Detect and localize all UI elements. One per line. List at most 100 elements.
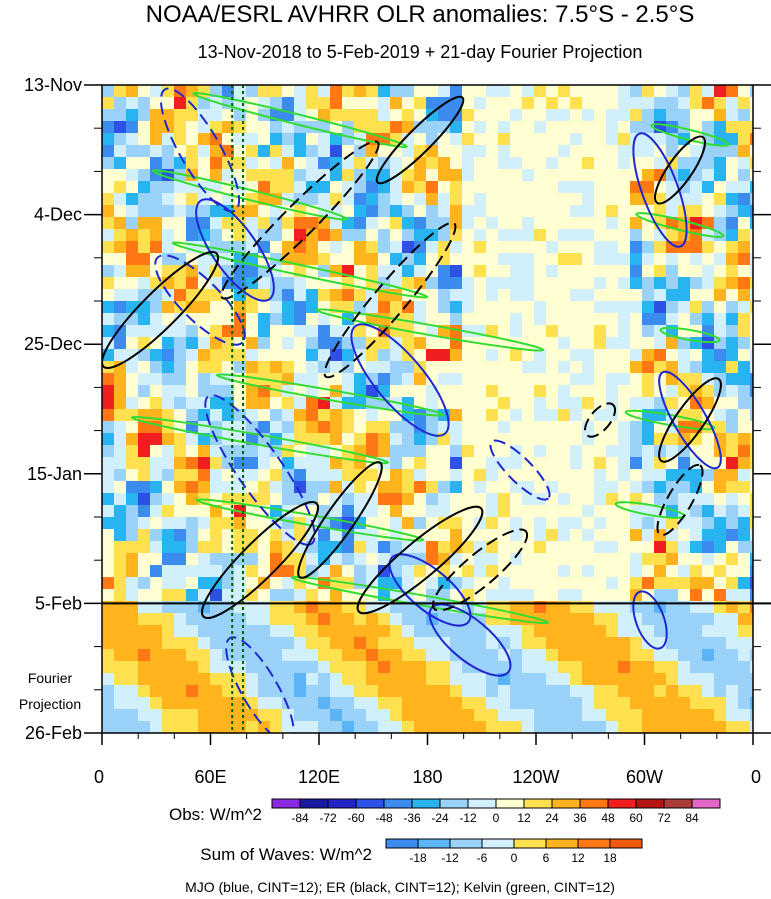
field-cell [678, 481, 691, 494]
field-cell [678, 685, 691, 698]
field-cell [462, 109, 475, 122]
field-cell [102, 505, 115, 518]
field-cell [582, 85, 595, 98]
kelvin-contour [192, 91, 408, 149]
field-cell [366, 265, 379, 278]
field-cell [750, 289, 753, 302]
field-cell [198, 709, 211, 722]
field-cell [246, 637, 259, 650]
field-cell [354, 481, 367, 494]
field-cell [606, 565, 619, 578]
field-cell [486, 565, 499, 578]
field-cell [750, 277, 753, 290]
field-cell [582, 109, 595, 122]
field-cell [426, 529, 439, 542]
field-cell [498, 205, 511, 218]
field-cell [330, 529, 343, 542]
field-cell [642, 481, 655, 494]
field-cell [726, 445, 739, 458]
field-cell [318, 553, 331, 566]
field-cell [102, 421, 115, 434]
field-cell [438, 541, 451, 554]
field-cell [402, 649, 415, 662]
field-cell [414, 265, 427, 278]
field-cell [678, 661, 691, 674]
field-cell [318, 373, 331, 386]
field-cell [678, 385, 691, 398]
field-cell [570, 505, 583, 518]
field-cell [570, 697, 583, 710]
field-cell [522, 85, 535, 98]
field-cell [654, 409, 667, 422]
field-cell [246, 721, 259, 733]
field-cell [210, 625, 223, 638]
field-cell [330, 709, 343, 722]
field-cell [186, 565, 199, 578]
field-cell [498, 265, 511, 278]
field-cell [318, 565, 331, 578]
colorbar-level-label: 36 [573, 811, 587, 825]
field-cell [690, 313, 703, 326]
field-cell [738, 97, 751, 110]
field-cell [126, 109, 139, 122]
field-cell [666, 685, 679, 698]
field-cell [318, 229, 331, 242]
field-cell [534, 541, 547, 554]
field-cell [510, 385, 523, 398]
field-cell [486, 397, 499, 410]
field-cell [702, 277, 715, 290]
field-cell [726, 397, 739, 410]
field-cell [714, 361, 727, 374]
field-cell [630, 661, 643, 674]
field-cell [534, 385, 547, 398]
field-cell [522, 541, 535, 554]
field-cell [162, 361, 175, 374]
field-cell [222, 553, 235, 566]
field-cell [450, 265, 463, 278]
field-cell [738, 517, 751, 530]
er-contour [658, 377, 722, 463]
field-cell [714, 589, 727, 602]
field-cell [570, 457, 583, 470]
field-cell [594, 529, 607, 542]
field-cell [594, 193, 607, 206]
field-cell [738, 301, 751, 314]
field-cell [750, 457, 753, 470]
colorbar-swatch [411, 798, 441, 809]
field-cell [450, 349, 463, 362]
field-cell [390, 649, 403, 662]
field-cell [138, 301, 151, 314]
field-cell [366, 349, 379, 362]
field-cell [282, 133, 295, 146]
field-cell [642, 445, 655, 458]
field-cell [354, 289, 367, 302]
field-cell [498, 397, 511, 410]
field-cell [414, 241, 427, 254]
field-cell [234, 145, 247, 158]
field-cell [150, 685, 163, 698]
field-cell [210, 397, 223, 410]
field-cell [402, 505, 415, 518]
field-cell [714, 205, 727, 218]
field-cell [174, 325, 187, 338]
field-cell [510, 205, 523, 218]
field-cell [186, 709, 199, 722]
field-cell [102, 229, 115, 242]
field-cell [342, 685, 355, 698]
field-cell [522, 361, 535, 374]
field-cell [102, 529, 115, 542]
field-cell [186, 121, 199, 134]
field-cell [498, 541, 511, 554]
field-cell [534, 193, 547, 206]
field-cell [522, 325, 535, 338]
field-cell [738, 433, 751, 446]
field-cell [498, 325, 511, 338]
field-cell [318, 361, 331, 374]
field-cell [666, 229, 679, 242]
field-cell [618, 553, 631, 566]
field-cell [138, 469, 151, 482]
field-cell [234, 697, 247, 710]
field-cell [234, 385, 247, 398]
field-cell [198, 721, 211, 733]
field-cell [654, 469, 667, 482]
